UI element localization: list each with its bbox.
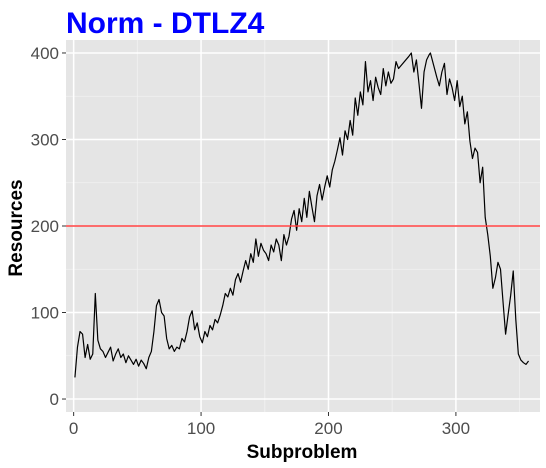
axis-ticks: 0 100 200 300 0 100 200 300 400 xyxy=(31,44,470,438)
y-tick-label: 0 xyxy=(50,390,59,409)
series-line xyxy=(74,52,530,378)
y-tick-label: 300 xyxy=(31,130,59,149)
chart-title: Norm - DTLZ4 xyxy=(66,7,265,40)
x-tick-label: 200 xyxy=(314,419,342,438)
y-tick-label: 200 xyxy=(31,217,59,236)
x-tick-label: 100 xyxy=(187,419,215,438)
y-axis-title: Resources xyxy=(6,179,27,276)
x-tick-label: 0 xyxy=(69,419,78,438)
x-axis-title: Subproblem xyxy=(247,442,358,463)
y-tick-label: 400 xyxy=(31,44,59,63)
y-tick-label: 100 xyxy=(31,304,59,323)
x-tick-label: 300 xyxy=(442,419,470,438)
